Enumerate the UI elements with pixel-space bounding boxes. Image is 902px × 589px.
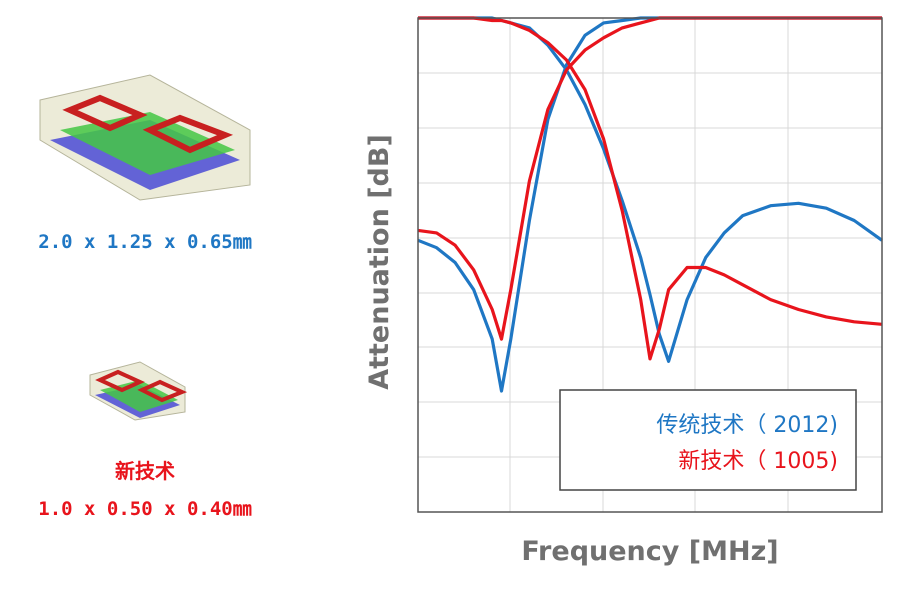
component-large [39,74,251,201]
legend-entry: 新技术（ 1005) [678,449,838,474]
legend-box [559,389,857,491]
x-axis-label: Frequency [MHz] [521,536,778,567]
y-axis-label: Attenuation [dB] [364,134,395,390]
size-label: 1.0 x 0.50 x 0.40㎜ [38,498,251,520]
legend-entry: 传统技术（ 2012) [656,413,838,438]
legend: 传统技术（ 2012) 新技术（ 1005) [559,389,857,491]
series-line [418,16,883,363]
plot-frame [417,17,883,513]
size-label: 2.0 x 1.25 x 0.65㎜ [38,231,251,253]
series-line [418,16,883,361]
tech-label: 新技术 [115,459,175,483]
component-small [89,361,188,421]
